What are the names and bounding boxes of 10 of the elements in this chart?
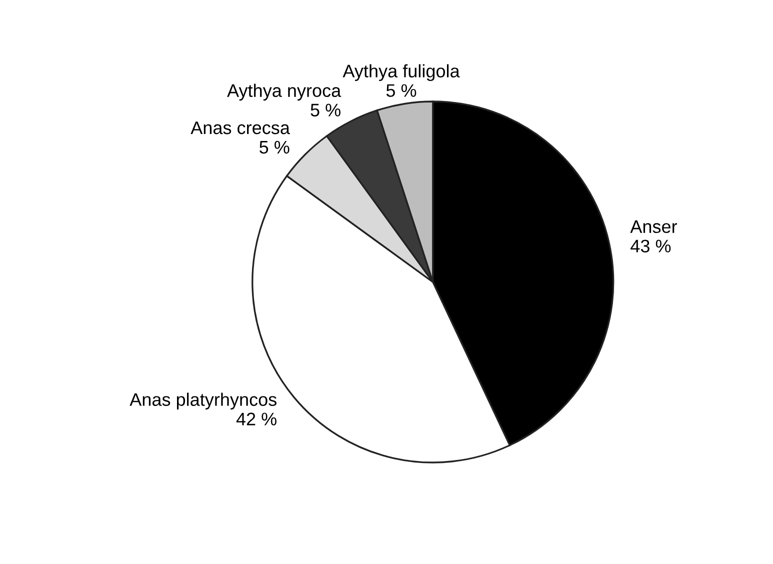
slice-label: Aythya nyroca bbox=[227, 84, 342, 101]
data-label: 43 % bbox=[630, 240, 671, 252]
data-label: 5 % bbox=[386, 84, 416, 97]
data-label: 5 % bbox=[260, 140, 290, 154]
data-label: 42 % bbox=[236, 412, 276, 426]
slice-label: Anser bbox=[630, 220, 678, 234]
slice-label: Anas platyrhyncos bbox=[130, 392, 276, 410]
slice-label: Aythya fuligola bbox=[342, 64, 460, 82]
slice-label: Anas crecsa bbox=[190, 122, 290, 134]
data-label: 5 % bbox=[310, 104, 340, 116]
